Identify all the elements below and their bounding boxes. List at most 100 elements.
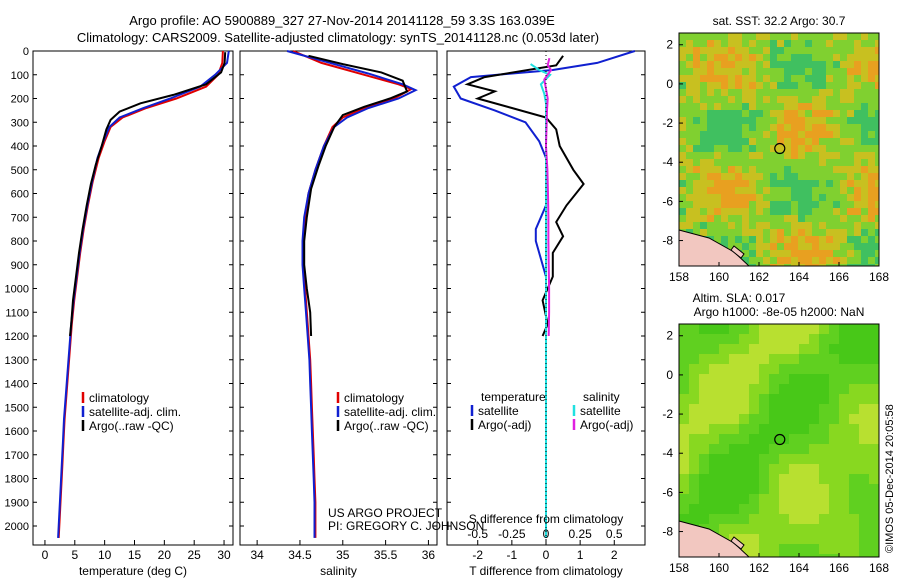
map-cell xyxy=(819,173,826,180)
map-cell xyxy=(819,444,829,454)
map-cell xyxy=(779,514,789,524)
map-cell xyxy=(847,222,854,229)
map-cell xyxy=(742,75,749,82)
map-cell xyxy=(770,33,777,40)
map-cell xyxy=(686,173,693,180)
map-cell xyxy=(728,222,735,229)
map-cell xyxy=(742,117,749,124)
map-cell xyxy=(699,514,709,524)
map-cell xyxy=(719,474,729,484)
map-cell xyxy=(798,33,805,40)
map-cell xyxy=(805,68,812,75)
map-cell xyxy=(819,454,829,464)
map-cell xyxy=(819,201,826,208)
map-cell xyxy=(689,364,699,374)
map-cell xyxy=(739,424,749,434)
map-cell xyxy=(791,103,798,110)
map-cell xyxy=(728,75,735,82)
map-cell xyxy=(847,264,854,266)
map-cell xyxy=(679,96,686,103)
map-cell xyxy=(763,110,770,117)
map-cell xyxy=(840,96,847,103)
map-cell xyxy=(809,484,819,494)
map-cell xyxy=(707,215,714,222)
map-cell xyxy=(756,257,763,264)
map-cell xyxy=(833,61,840,68)
map-cell xyxy=(849,394,859,404)
map-cell xyxy=(714,201,721,208)
map-cell xyxy=(756,47,763,54)
map-cell xyxy=(798,75,805,82)
map-cell xyxy=(679,201,686,208)
map-cell xyxy=(849,484,859,494)
map-cell xyxy=(749,61,756,68)
map-y-tick-label: -6 xyxy=(662,194,673,208)
map-cell xyxy=(735,33,742,40)
map-cell xyxy=(859,464,869,474)
x-tick-label: 34.5 xyxy=(288,548,312,562)
map-cell xyxy=(763,47,770,54)
map-cell xyxy=(779,424,789,434)
series-line-1 xyxy=(464,55,585,337)
map-cell xyxy=(749,243,756,250)
map-cell xyxy=(826,159,833,166)
map-cell xyxy=(805,201,812,208)
map-cell xyxy=(777,152,784,159)
map-cell xyxy=(826,250,833,257)
map-cell xyxy=(763,173,770,180)
map-cell xyxy=(859,404,869,414)
map-cell xyxy=(784,250,791,257)
map-cell xyxy=(763,180,770,187)
map-cell xyxy=(739,364,749,374)
map-cell xyxy=(833,145,840,152)
map-cell xyxy=(739,474,749,484)
map-cell xyxy=(829,504,839,514)
map-cell xyxy=(707,82,714,89)
map-cell xyxy=(847,103,854,110)
map-cell xyxy=(829,344,839,354)
map-cell xyxy=(742,173,749,180)
map-cell xyxy=(735,201,742,208)
map-cell xyxy=(854,40,861,47)
map-cell xyxy=(826,40,833,47)
map-cell xyxy=(756,152,763,159)
map-cell xyxy=(791,187,798,194)
map-cell xyxy=(777,89,784,96)
map-cell xyxy=(849,464,859,474)
map-cell xyxy=(829,384,839,394)
map-cell xyxy=(770,264,777,266)
map-cell xyxy=(819,82,826,89)
map-cell xyxy=(869,534,879,544)
map-cell xyxy=(756,187,763,194)
map-cell xyxy=(749,187,756,194)
map-cell xyxy=(693,173,700,180)
map-cell xyxy=(791,110,798,117)
map-cell xyxy=(819,103,826,110)
map-cell xyxy=(784,180,791,187)
map-cell xyxy=(721,89,728,96)
map-cell xyxy=(833,33,840,40)
map-cell xyxy=(798,215,805,222)
map-cell xyxy=(735,236,742,243)
map-cell xyxy=(714,124,721,131)
map-x-tick-label: 160 xyxy=(709,561,729,575)
map-cell xyxy=(742,124,749,131)
map-cell xyxy=(812,75,819,82)
map-cell xyxy=(829,524,839,534)
map-cell xyxy=(729,504,739,514)
map-cell xyxy=(854,264,861,266)
map-x-tick-label: 164 xyxy=(789,561,809,575)
map-cell xyxy=(719,454,729,464)
map-cell xyxy=(742,180,749,187)
map-cell xyxy=(861,187,868,194)
map-cell xyxy=(693,194,700,201)
map-cell xyxy=(833,222,840,229)
map-cell xyxy=(847,236,854,243)
map-cell xyxy=(699,494,709,504)
map-cell xyxy=(809,394,819,404)
map-cell xyxy=(749,444,759,454)
map-cell xyxy=(719,494,729,504)
map-cell xyxy=(679,434,689,444)
map-cell xyxy=(875,166,879,173)
